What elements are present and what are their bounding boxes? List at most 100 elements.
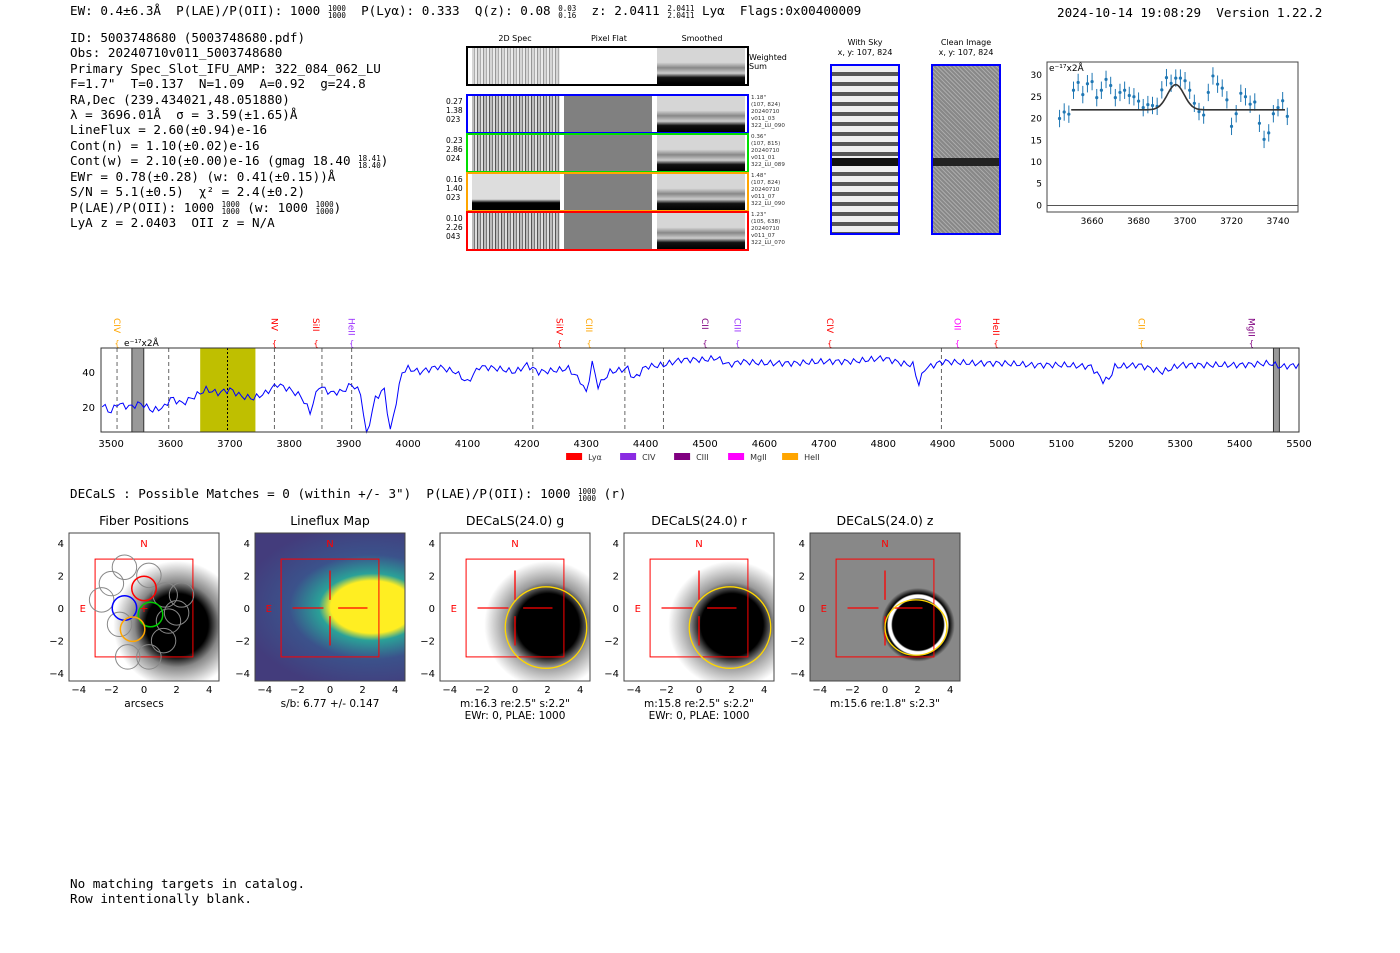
selected-fiber-circle xyxy=(131,575,157,602)
line-bracket: { xyxy=(994,339,999,348)
panel-title: Fiber Positions xyxy=(99,513,189,528)
x-tick-label: −4 xyxy=(257,685,272,696)
y-tick-label: 4 xyxy=(429,539,435,550)
x-tick-label: 3700 xyxy=(217,439,242,450)
y-tick-label: 4 xyxy=(58,539,64,550)
y-tick-label: 0 xyxy=(799,604,805,615)
data-point xyxy=(1243,95,1248,99)
info-params: F=1.7" T=0.137 N=1.09 A=0.92 g=24.8 xyxy=(70,76,366,92)
data-point xyxy=(1229,124,1234,128)
legend-swatch xyxy=(620,453,637,460)
cutout-panel: −4 −4 −2 −2 0 0 2 2 4 4 N E xyxy=(604,532,775,696)
panel-title: DECaLS(24.0) r xyxy=(651,513,747,528)
data-point xyxy=(1178,76,1183,80)
x-tick-label: 0 xyxy=(327,685,333,696)
cutout-row-stats: 0.23 2.86 024 xyxy=(446,136,463,163)
data-point xyxy=(1206,90,1210,95)
x-tick-label: −4 xyxy=(71,685,86,696)
x-tick-label: 3600 xyxy=(158,439,183,450)
y-tick-label: 20 xyxy=(82,403,95,414)
footer-line2: Row intentionally blank. xyxy=(70,891,252,906)
y-tick-label: 0 xyxy=(1036,201,1042,211)
x-tick-label: 3680 xyxy=(1127,217,1150,227)
emission-line-label: NV xyxy=(268,318,278,332)
panel-title: DECaLS(24.0) z xyxy=(836,513,934,528)
data-point xyxy=(1174,76,1178,80)
emission-line-label: SiII xyxy=(310,318,320,332)
selected-fiber-circle xyxy=(119,616,146,643)
x-tick-label: 0 xyxy=(882,685,888,696)
cutout-row-info: 1.23" (105, 638) 20240710 v011_07 322_LU_070 xyxy=(751,212,785,246)
legend-label: HeII xyxy=(804,453,820,462)
emission-line-label: CIV xyxy=(824,318,834,334)
info-contn: Cont(n) = 1.10(±0.02)e-16 xyxy=(70,137,260,153)
data-point xyxy=(1104,77,1108,81)
panel-frame xyxy=(254,532,406,682)
x-tick-label: 4700 xyxy=(811,439,836,450)
with-sky-title: With Sky x, y: 107, 824 xyxy=(837,38,893,57)
data-point xyxy=(1132,95,1136,99)
info-lambda: λ = 3696.01Å σ = 3.59(±1.65)Å xyxy=(70,107,298,123)
data-point xyxy=(1150,103,1155,108)
emission-line-label: CII xyxy=(699,318,709,330)
y-tick-label: 0 xyxy=(429,604,435,615)
east-label: E xyxy=(451,604,457,615)
y-tick-label: 4 xyxy=(799,539,805,550)
east-label: E xyxy=(635,604,641,615)
cutout-panel: −4 −4 −2 −2 0 0 2 2 4 4 N E + xyxy=(49,532,220,696)
data-point xyxy=(1169,81,1173,85)
data-point xyxy=(1262,137,1266,141)
data-point xyxy=(1136,99,1141,103)
x-tick-label: 4 xyxy=(206,685,212,696)
timestamp-version: 2024-10-14 19:08:29 Version 1.22.2 xyxy=(1057,5,1323,20)
line-bracket: { xyxy=(1249,339,1254,348)
emission-line-label: HeII xyxy=(346,318,356,336)
detection-info: ID: 5003748680 (5003748680.pdf) Obs: 202… xyxy=(70,30,388,230)
info-radec: RA,Dec (239.434021,48.051880) xyxy=(70,91,290,107)
data-point xyxy=(1071,88,1076,92)
panel-image xyxy=(255,533,405,681)
x-tick-label: 4900 xyxy=(930,439,955,450)
x-tick-label: 0 xyxy=(141,685,147,696)
cutout-row-info: 1.18" (107, 824) 20240710 v011_03 322_LU_090 xyxy=(751,95,785,129)
clean-image-title: Clean Image x, y: 107, 824 xyxy=(938,38,994,57)
y-unit-label: e⁻¹⁷x2Å xyxy=(124,337,160,349)
x-tick-label: 0 xyxy=(512,685,518,696)
col-header-smoothed: Smoothed xyxy=(681,34,723,43)
x-tick-label: −4 xyxy=(812,685,827,696)
x-tick-label: 3740 xyxy=(1267,217,1290,227)
x-tick-label: 2 xyxy=(728,685,734,696)
y-tick-label: −2 xyxy=(790,637,805,648)
fiber-circle xyxy=(111,554,138,580)
y-tick-label: 0 xyxy=(613,604,619,615)
cutout-panel: −4 −4 −2 −2 0 0 2 2 4 4 N E xyxy=(790,532,961,696)
aperture-box xyxy=(94,558,194,658)
line-bracket: { xyxy=(703,339,708,348)
data-point xyxy=(1220,86,1224,90)
x-tick-label: 3720 xyxy=(1220,217,1243,227)
data-point xyxy=(1146,103,1150,107)
y-tick-label: 2 xyxy=(799,571,805,582)
emission-line-label: CII xyxy=(1136,318,1146,330)
data-point xyxy=(1085,82,1090,86)
y-tick-label: −2 xyxy=(49,637,64,648)
data-point xyxy=(1248,102,1252,106)
data-point xyxy=(1127,93,1131,98)
y-tick-label: 2 xyxy=(429,571,435,582)
selected-fiber-circle xyxy=(137,601,164,628)
emission-line-label: SiIV xyxy=(554,318,564,336)
data-point xyxy=(1281,99,1285,103)
data-point xyxy=(1271,112,1275,116)
aperture-box xyxy=(465,558,565,658)
line-bracket: { xyxy=(272,339,277,348)
cutout-panel: −4 −4 −2 −2 0 0 2 2 4 4 N E xyxy=(420,532,591,696)
x-tick-label: 5000 xyxy=(989,439,1014,450)
data-point xyxy=(1095,96,1099,100)
masked-region xyxy=(131,347,145,433)
panel-frame xyxy=(623,532,775,682)
fiber-circle xyxy=(152,582,178,608)
info-obs: Obs: 20240710v011_5003748680 xyxy=(70,45,283,61)
catalog-ellipse xyxy=(504,586,588,669)
x-tick-label: 4500 xyxy=(692,439,717,450)
